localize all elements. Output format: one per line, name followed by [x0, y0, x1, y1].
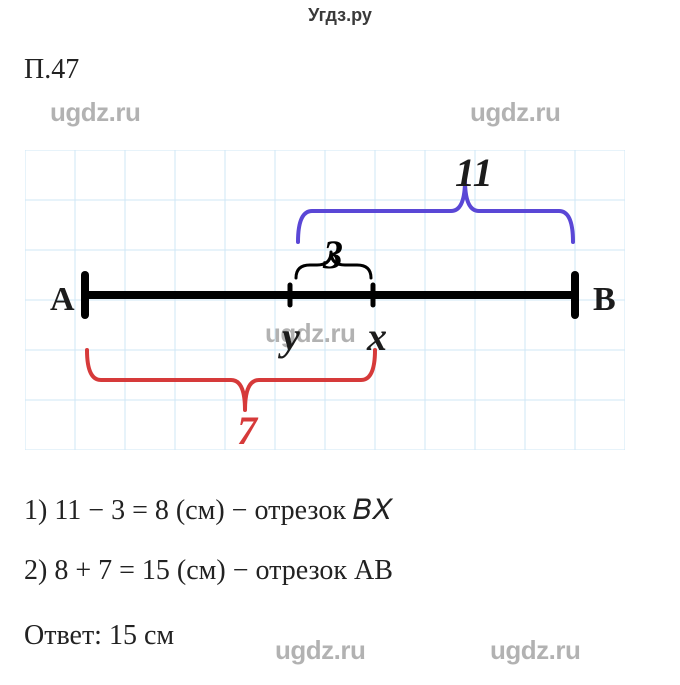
- solution-answer: Ответ: 15 см: [24, 620, 174, 652]
- geometry-diagram: AyxB1137: [25, 150, 625, 450]
- svg-text:3: 3: [322, 232, 343, 277]
- svg-text:B: B: [593, 281, 616, 318]
- svg-text:A: A: [50, 281, 75, 318]
- svg-text:y: y: [278, 314, 300, 359]
- svg-text:11: 11: [455, 150, 493, 195]
- site-header: Угдз.ру: [0, 5, 680, 26]
- solution-step-2: 2) 8 + 7 = 15 (см) − отрезок АВ: [24, 555, 393, 587]
- problem-number: П.47: [24, 54, 79, 86]
- svg-text:7: 7: [237, 408, 259, 450]
- watermark: ugdz.ru: [275, 635, 365, 666]
- watermark: ugdz.ru: [470, 97, 560, 128]
- solution-step-1: 1) 11 − 3 = 8 (см) − отрезок 𝐵𝑋: [24, 495, 392, 527]
- watermark: ugdz.ru: [490, 635, 580, 666]
- watermark: ugdz.ru: [50, 97, 140, 128]
